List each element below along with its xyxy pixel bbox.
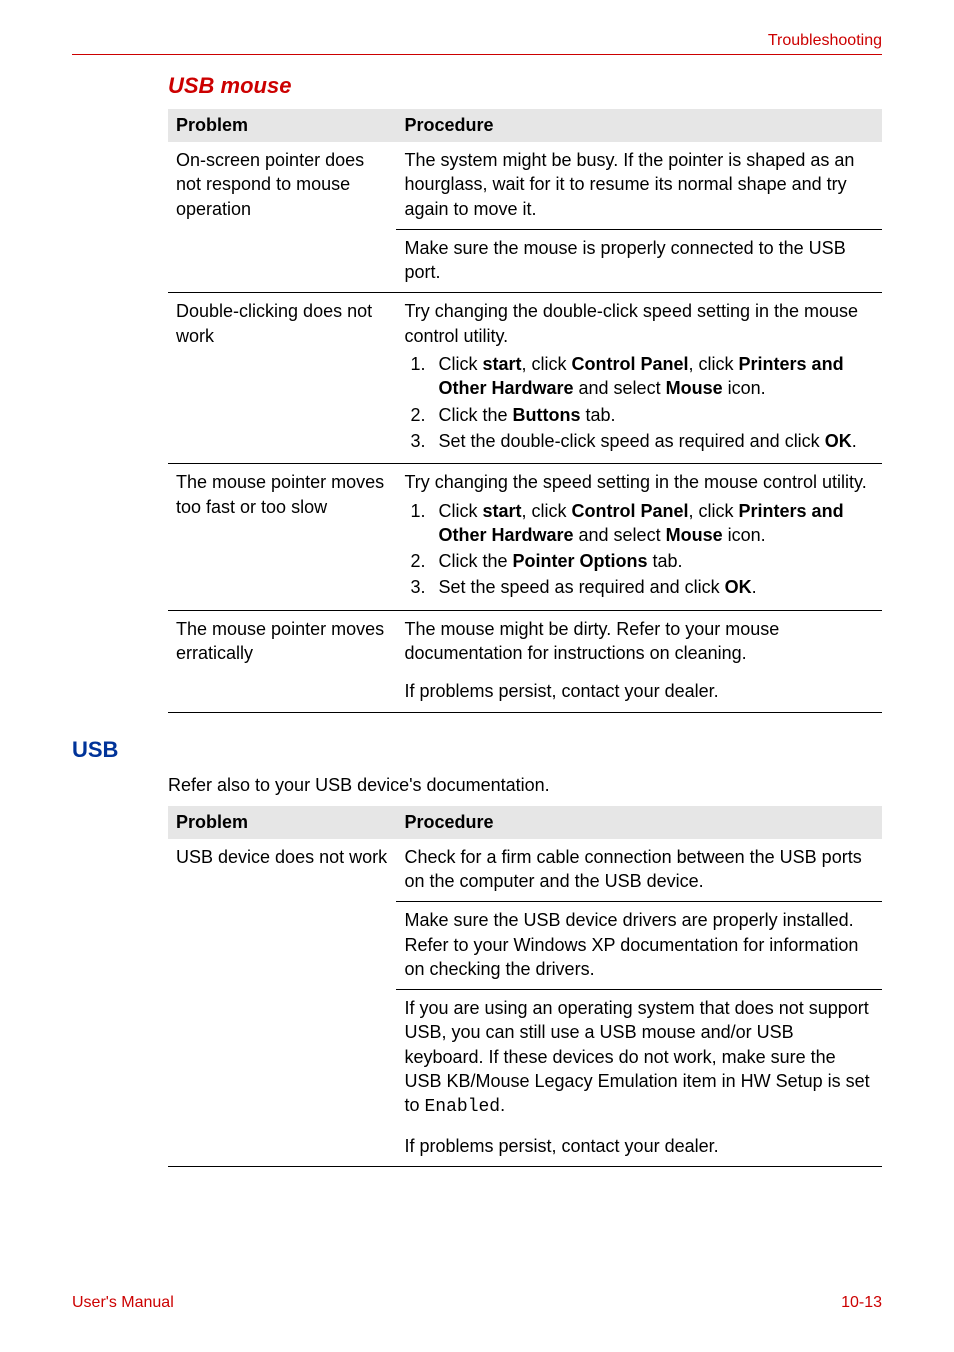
list-item: Set the speed as required and click OK. — [430, 575, 874, 599]
problem-cell: On-screen pointer does not respond to mo… — [168, 142, 396, 293]
procedure-cell: Make sure the mouse is properly connecte… — [396, 229, 882, 293]
table-usb: Problem Procedure USB device does not wo… — [168, 806, 882, 1167]
list-item: Click start, click Control Panel, click … — [430, 499, 874, 548]
procedure-text: Try changing the speed setting in the mo… — [404, 472, 866, 492]
subsection-title-usb-mouse: USB mouse — [168, 73, 882, 99]
footer-right: 10-13 — [841, 1294, 882, 1312]
list-item: Click the Pointer Options tab. — [430, 549, 874, 573]
problem-cell: The mouse pointer moves erratically — [168, 610, 396, 712]
procedure-cell: The mouse might be dirty. Refer to your … — [396, 610, 882, 673]
problem-cell: USB device does not work — [168, 839, 396, 1167]
header-section-label: Troubleshooting — [72, 32, 882, 50]
col-header-procedure: Procedure — [396, 806, 882, 839]
procedure-cell: Make sure the USB device drivers are pro… — [396, 902, 882, 990]
section-intro-usb: Refer also to your USB device's document… — [168, 775, 882, 796]
page-footer: User's Manual 10-13 — [72, 1294, 882, 1312]
procedure-cell: If problems persist, contact your dealer… — [396, 673, 882, 712]
list-item: Set the double-click speed as required a… — [430, 429, 874, 453]
procedure-cell: If you are using an operating system tha… — [396, 990, 882, 1128]
table-usb-mouse: Problem Procedure On-screen pointer does… — [168, 109, 882, 713]
list-item: Click the Buttons tab. — [430, 403, 874, 427]
procedure-cell: The system might be busy. If the pointer… — [396, 142, 882, 229]
content-region: USB mouse Problem Procedure On-screen po… — [72, 73, 882, 1167]
col-header-procedure: Procedure — [396, 109, 882, 142]
page-header: Troubleshooting — [72, 32, 882, 55]
procedure-cell: Try changing the double-click speed sett… — [396, 293, 882, 464]
section-title-usb: USB — [72, 737, 882, 763]
procedure-cell: Check for a firm cable connection betwee… — [396, 839, 882, 902]
procedure-text: Try changing the double-click speed sett… — [404, 301, 858, 345]
procedure-list: Click start, click Control Panel, click … — [404, 499, 874, 600]
footer-left: User's Manual — [72, 1294, 174, 1312]
list-item: Click start, click Control Panel, click … — [430, 352, 874, 401]
problem-cell: Double-clicking does not work — [168, 293, 396, 464]
procedure-cell: Try changing the speed setting in the mo… — [396, 464, 882, 610]
col-header-problem: Problem — [168, 109, 396, 142]
procedure-list: Click start, click Control Panel, click … — [404, 352, 874, 453]
problem-cell: The mouse pointer moves too fast or too … — [168, 464, 396, 610]
col-header-problem: Problem — [168, 806, 396, 839]
procedure-cell: If problems persist, contact your dealer… — [396, 1128, 882, 1167]
